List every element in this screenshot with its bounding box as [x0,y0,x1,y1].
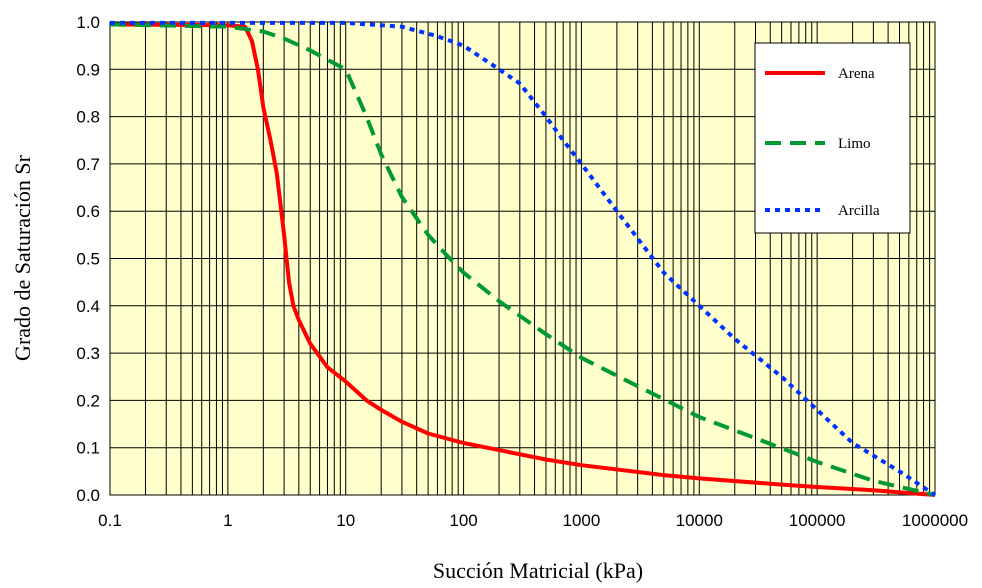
legend-label: Arena [838,66,875,82]
y-tick-label: 0.8 [76,108,100,127]
x-tick-label: 1 [223,511,232,530]
legend-label: Arcilla [838,203,880,219]
y-tick-label: 0.1 [76,439,100,458]
legend-label: Limo [838,136,871,152]
y-tick-label: 0.3 [76,344,100,363]
x-tick-label: 10 [336,511,355,530]
series-line-limo [109,22,936,497]
y-tick-labels: 0.0 0.1 0.2 0.3 0.4 0.5 0.6 0.7 0.8 0.9 1.0 [76,13,100,505]
x-tick-label: 100000 [789,511,846,530]
x-tick-label: 0.1 [98,511,122,530]
y-tick-label: 0.5 [76,250,100,269]
x-tick-label: 100 [449,511,477,530]
series-lines [109,20,937,497]
y-tick-label: 0.9 [76,60,100,79]
y-tick-label: 0.4 [76,297,100,316]
y-tick-label: 0.6 [76,202,100,221]
legend: Arena Limo Arcilla [754,42,911,234]
x-tick-label: 1000 [563,511,601,530]
x-tick-label: 10000 [676,511,723,530]
series-line-arena [109,22,936,497]
y-tick-label: 0.0 [76,486,100,505]
y-tick-label: 0.7 [76,155,100,174]
x-axis-title: Succión Matricial (kPa) [433,558,643,583]
plot-frame [109,21,936,496]
y-axis-title: Grado de Saturación Sr [10,154,35,361]
x-tick-label: 1000000 [902,511,968,530]
x-tick-labels: 0.1 1 10 100 1000 10000 100000 1000000 [98,511,968,530]
y-tick-label: 1.0 [76,13,100,32]
y-tick-label: 0.2 [76,391,100,410]
